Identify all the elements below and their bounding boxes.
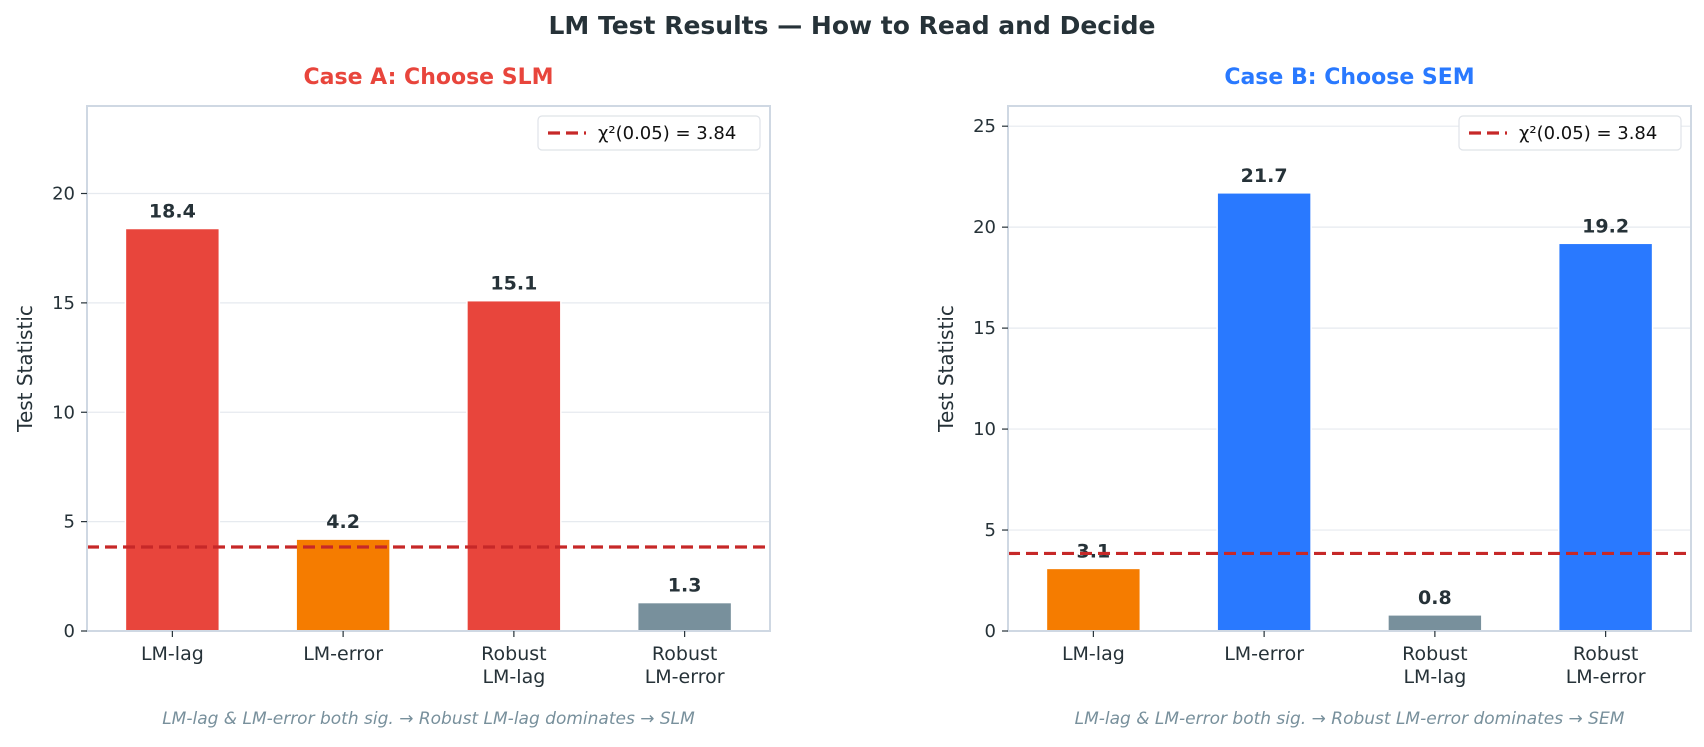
legend-box [537, 115, 761, 151]
chart-title: Case A: Choose SLM [303, 65, 553, 90]
bar [1557, 242, 1654, 632]
x-tick-label: LM-lag [141, 643, 204, 665]
bar-value-label: 0.8 [1418, 587, 1452, 609]
plot-frame [86, 105, 771, 632]
y-tick-label: 15 [52, 293, 75, 314]
bar [466, 299, 562, 632]
x-tick-label: Robust LM-lag [1402, 643, 1467, 688]
figure-title: LM Test Results — How to Read and Decide [548, 11, 1155, 40]
bar-value-label: 19.2 [1582, 215, 1629, 237]
x-tick-label: LM-error [1224, 643, 1304, 665]
y-tick-label: 0 [985, 621, 996, 642]
y-tick-label: 20 [973, 217, 996, 238]
bar [636, 601, 733, 632]
legend-box [1458, 115, 1682, 151]
bar [1387, 614, 1483, 632]
y-tick-label: 5 [64, 512, 75, 533]
chart-panel-b: Case B: Choose SEM 3.1 21.7 0.8 19.2 0 5 10 15 20… [934, 65, 1692, 729]
chart-title: Case B: Choose SEM [1224, 65, 1474, 90]
bar-value-label: 3.1 [1077, 540, 1111, 562]
chart-caption: LM-lag & LM-error both sig. → Robust LM-… [162, 709, 695, 729]
legend: χ²(0.05) = 3.84 [1458, 115, 1682, 151]
y-axis-label: Test Statistic [934, 305, 958, 433]
y-tick-label: 5 [985, 520, 996, 541]
x-tick-label: Robust LM-lag [481, 643, 546, 688]
x-tick-label: LM-lag [1062, 643, 1125, 665]
bar-value-label: 15.1 [490, 273, 537, 295]
bar [295, 538, 391, 632]
legend: χ²(0.05) = 3.84 [537, 115, 761, 151]
bar-value-label: 1.3 [668, 575, 702, 597]
y-tick-label: 15 [973, 318, 996, 339]
x-tick-label: LM-error [303, 643, 383, 665]
y-tick-label: 10 [52, 402, 75, 423]
x-tick-label: Robust LM-error [1566, 643, 1646, 688]
bar [1216, 192, 1312, 632]
y-tick-label: 10 [973, 419, 996, 440]
legend-label: χ²(0.05) = 3.84 [1519, 123, 1657, 144]
bar [124, 227, 221, 632]
legend-label: χ²(0.05) = 3.84 [598, 123, 736, 144]
bar-value-label: 4.2 [326, 511, 360, 533]
y-axis-label: Test Statistic [13, 305, 37, 433]
bar [1045, 567, 1142, 632]
chart-panel-a: Case A: Choose SLM 18.4 4.2 15.1 1.3 0 5 10 15 20… [13, 65, 771, 729]
y-tick-label: 25 [973, 116, 996, 137]
y-tick-label: 0 [64, 621, 75, 642]
y-tick-label: 20 [52, 184, 75, 205]
bar-value-label: 18.4 [149, 201, 196, 223]
chart-caption: LM-lag & LM-error both sig. → Robust LM-… [1075, 709, 1625, 729]
plot-frame [1007, 105, 1692, 632]
bar-value-label: 21.7 [1241, 165, 1288, 187]
x-tick-label: Robust LM-error [645, 643, 725, 688]
